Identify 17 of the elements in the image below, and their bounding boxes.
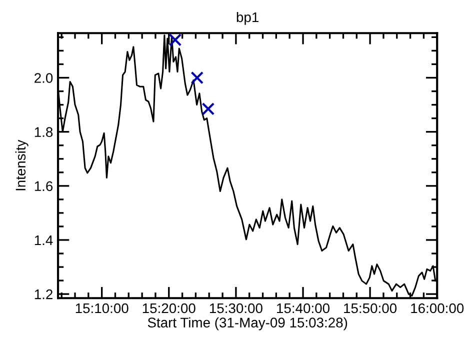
point — [190, 71, 204, 84]
y-tick-label: 1.8 — [34, 127, 53, 137]
x-tick-label: 15:10:00 — [76, 303, 128, 314]
x-axis-title: Start Time (31-May-09 15:03:28) — [148, 317, 348, 330]
y-axis-title: Intensity — [15, 140, 28, 190]
y-tick-label: 2.0 — [34, 73, 53, 83]
x-tick-label: 15:50:00 — [344, 303, 397, 314]
chart-title: bp1 — [236, 12, 258, 25]
point — [168, 33, 182, 46]
x-tick-label: 15:30:00 — [210, 303, 262, 314]
x-tick-label: 15:40:00 — [277, 303, 330, 314]
y-tick-label: 1.4 — [34, 235, 53, 246]
x-tick-label: 15:20:00 — [142, 303, 196, 314]
y-tick-label: 1.6 — [34, 181, 53, 192]
point — [202, 102, 215, 116]
x-tick-label: 16:00:00 — [411, 303, 464, 314]
y-tick-label: 1.2 — [34, 289, 52, 300]
